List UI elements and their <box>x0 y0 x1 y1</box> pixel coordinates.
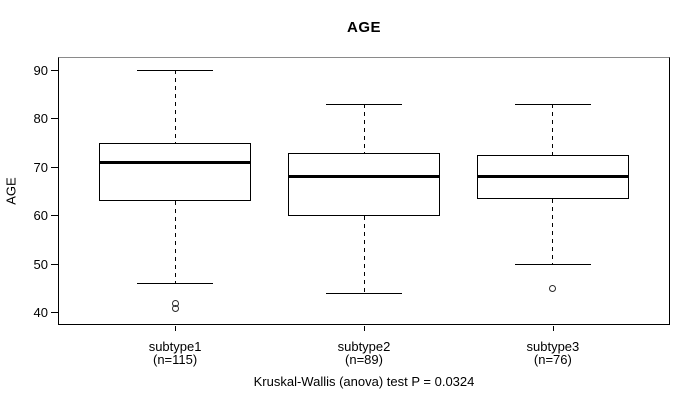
upper-whisker-line <box>363 104 365 153</box>
iqr-box <box>288 152 440 216</box>
outlier-point <box>171 304 179 312</box>
y-axis-tick <box>51 166 58 168</box>
y-axis-tick-label: 90 <box>33 62 48 78</box>
lower-whisker-cap <box>326 292 402 294</box>
median-line <box>289 175 439 179</box>
x-axis-group-sublabel: (n=115) <box>152 352 198 367</box>
x-axis-tick <box>552 326 554 331</box>
lower-whisker-cap <box>137 283 214 285</box>
outlier-point <box>549 285 557 293</box>
lower-whisker-line <box>174 201 176 284</box>
x-axis-group-label: subtype3 <box>526 339 580 354</box>
chart-title: AGE <box>346 19 381 36</box>
y-axis-tick-label: 50 <box>33 256 48 272</box>
x-axis-group-label: subtype2 <box>337 339 391 354</box>
y-axis-tick-label: 40 <box>33 305 48 321</box>
x-axis-tick <box>175 326 177 331</box>
y-axis-tick <box>51 263 58 265</box>
stat-test-caption: Kruskal-Wallis (anova) test P = 0.0324 <box>253 374 475 389</box>
x-axis-tick <box>364 326 365 331</box>
y-axis-tick <box>51 69 58 71</box>
y-axis-title: AGE <box>3 177 19 205</box>
y-axis-tick-label: 80 <box>33 111 48 127</box>
upper-whisker-cap <box>514 103 591 105</box>
y-axis-tick-label: 70 <box>33 159 48 175</box>
upper-whisker-cap <box>326 103 402 105</box>
median-line <box>100 160 251 164</box>
upper-whisker-line <box>552 104 554 156</box>
y-axis-tick <box>51 118 58 120</box>
x-axis-group-sublabel: (n=76) <box>533 352 572 367</box>
x-axis-group-sublabel: (n=89) <box>345 352 383 367</box>
y-axis-tick <box>51 215 58 217</box>
lower-whisker-line <box>552 198 554 265</box>
lower-whisker-line <box>363 215 365 294</box>
lower-whisker-cap <box>514 263 591 265</box>
upper-whisker-cap <box>137 69 214 71</box>
y-axis-tick-label: 60 <box>33 208 48 224</box>
iqr-box <box>99 142 252 202</box>
median-line <box>477 175 628 179</box>
x-axis-group-label: subtype1 <box>148 339 202 354</box>
upper-whisker-line <box>174 70 176 143</box>
y-axis-tick <box>51 312 58 314</box>
